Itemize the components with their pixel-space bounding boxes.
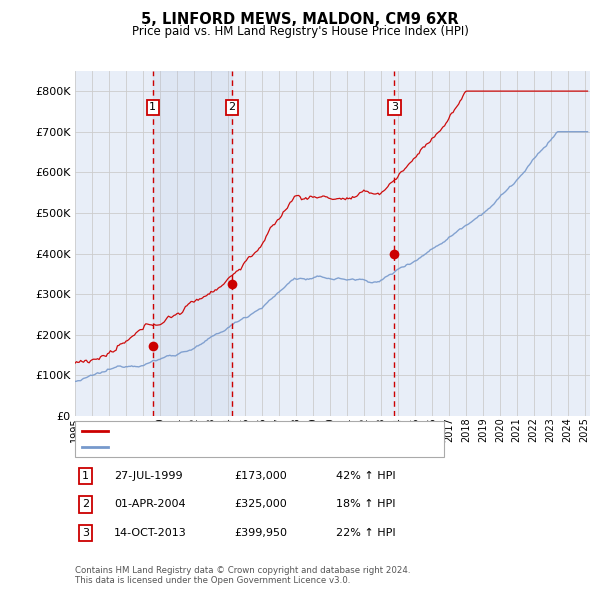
Text: 2: 2: [82, 500, 89, 509]
Text: 27-JUL-1999: 27-JUL-1999: [114, 471, 182, 481]
Text: 5, LINFORD MEWS, MALDON, CM9 6XR (detached house): 5, LINFORD MEWS, MALDON, CM9 6XR (detach…: [113, 426, 408, 436]
Text: 1: 1: [82, 471, 89, 481]
Text: £325,000: £325,000: [234, 500, 287, 509]
Text: 22% ↑ HPI: 22% ↑ HPI: [336, 528, 395, 537]
Text: 3: 3: [82, 528, 89, 537]
Text: Contains HM Land Registry data © Crown copyright and database right 2024.
This d: Contains HM Land Registry data © Crown c…: [75, 566, 410, 585]
Text: 2: 2: [229, 102, 236, 112]
Text: £173,000: £173,000: [234, 471, 287, 481]
Text: 5, LINFORD MEWS, MALDON, CM9 6XR: 5, LINFORD MEWS, MALDON, CM9 6XR: [141, 12, 459, 27]
Text: 01-APR-2004: 01-APR-2004: [114, 500, 185, 509]
Text: 1: 1: [149, 102, 157, 112]
Text: HPI: Average price, detached house, Maldon: HPI: Average price, detached house, Mald…: [113, 442, 344, 452]
Text: Price paid vs. HM Land Registry's House Price Index (HPI): Price paid vs. HM Land Registry's House …: [131, 25, 469, 38]
Text: 42% ↑ HPI: 42% ↑ HPI: [336, 471, 395, 481]
Bar: [153, 71, 232, 416]
Text: 18% ↑ HPI: 18% ↑ HPI: [336, 500, 395, 509]
Text: 3: 3: [391, 102, 398, 112]
Text: £399,950: £399,950: [234, 528, 287, 537]
Text: 14-OCT-2013: 14-OCT-2013: [114, 528, 187, 537]
